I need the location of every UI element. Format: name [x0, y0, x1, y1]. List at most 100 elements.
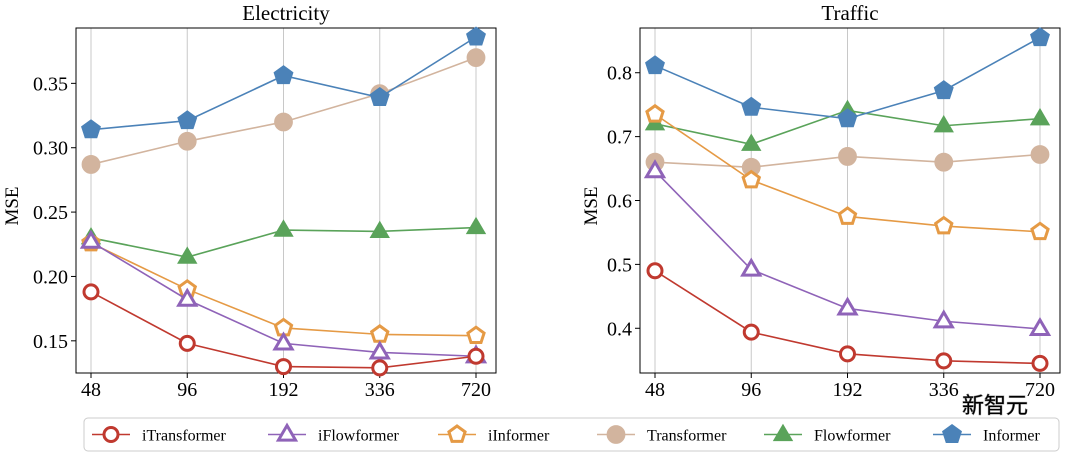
data-point-informer — [466, 26, 486, 46]
data-point-informer — [369, 87, 390, 107]
series-iinformer — [645, 103, 1050, 241]
data-point-informer — [177, 110, 198, 130]
data-point-iflowformer — [1028, 316, 1052, 336]
x-tick-label: 192 — [269, 379, 299, 401]
data-point-itransformer — [742, 323, 760, 341]
legend-marker-iinformer — [447, 424, 467, 443]
data-point-itransformer — [82, 283, 100, 301]
data-point-flowformer — [741, 133, 762, 151]
watermark: 新智元 — [962, 393, 1028, 418]
y-tick-label: 0.7 — [607, 127, 632, 149]
data-point-iflowformer — [740, 257, 763, 277]
data-point-iinformer — [645, 103, 665, 123]
x-tick-label: 336 — [929, 379, 959, 401]
data-point-transformer — [1030, 145, 1050, 164]
data-point-flowformer — [465, 216, 487, 235]
y-axis-label: MSE — [581, 186, 602, 225]
y-tick-label: 0.35 — [33, 73, 68, 95]
legend-item-transformer: Transformer — [597, 425, 727, 445]
series-transformer — [81, 48, 486, 174]
data-point-flowformer — [933, 114, 954, 133]
data-point-itransformer — [275, 358, 292, 376]
y-tick-label: 0.8 — [607, 63, 632, 85]
data-point-transformer — [274, 112, 293, 132]
data-point-itransformer — [646, 262, 664, 280]
chart-title: Electricity — [242, 1, 330, 25]
legend-label: Informer — [983, 428, 1041, 445]
legend-marker-flowformer — [772, 423, 794, 442]
y-axis-label: MSE — [2, 186, 23, 225]
data-point-flowformer — [1029, 107, 1051, 126]
legend-item-iflowformer: iFlowformer — [268, 422, 400, 445]
data-point-transformer — [934, 152, 954, 172]
data-point-informer — [837, 108, 858, 128]
legend-label: Flowformer — [814, 428, 891, 445]
data-point-informer — [933, 80, 954, 100]
data-point-iinformer — [369, 324, 390, 343]
axes-frame — [639, 27, 1061, 374]
data-point-iflowformer — [368, 340, 391, 360]
data-point-iflowformer — [932, 309, 955, 329]
data-point-itransformer — [178, 334, 196, 352]
y-tick-label: 0.20 — [33, 266, 68, 288]
x-tick-label: 336 — [365, 379, 395, 401]
y-tick-label: 0.25 — [33, 202, 68, 224]
data-point-iinformer — [741, 169, 762, 189]
data-point-flowformer — [369, 220, 390, 238]
y-tick-label: 0.30 — [33, 138, 68, 160]
legend-item-iinformer: iInformer — [438, 424, 550, 445]
electricity-panel: Electricity 0.15 0.20 0.25 0.30 0.35 48 96 192 33… — [2, 1, 497, 401]
data-point-iflowformer — [79, 229, 103, 249]
x-tick-label: 720 — [1025, 379, 1055, 401]
data-point-iinformer — [837, 206, 858, 225]
data-point-transformer — [838, 147, 857, 166]
chart-title: Traffic — [821, 1, 878, 25]
legend-marker-iflowformer — [275, 422, 299, 442]
x-tick-label: 96 — [741, 379, 761, 401]
legend-label: iTransformer — [142, 428, 227, 445]
data-point-transformer — [466, 48, 486, 68]
data-point-itransformer — [935, 352, 953, 370]
legend-box — [83, 417, 1060, 452]
legend-item-itransformer: iTransformer — [92, 426, 227, 445]
legend-label: iFlowformer — [318, 428, 400, 445]
x-tick-label: 48 — [81, 379, 101, 401]
data-point-iflowformer — [176, 287, 199, 307]
data-point-itransformer — [1031, 354, 1049, 372]
y-tick-label: 0.5 — [607, 254, 632, 276]
legend-marker-transformer — [606, 425, 626, 444]
legend-label: Transformer — [647, 428, 727, 445]
data-point-iflowformer — [643, 159, 667, 179]
legend-item-flowformer: Flowformer — [764, 423, 891, 445]
data-point-flowformer — [273, 219, 294, 237]
series-informer — [81, 26, 486, 139]
data-point-iinformer — [1030, 221, 1050, 241]
data-point-informer — [741, 96, 762, 116]
legend-marker-informer — [942, 424, 962, 443]
data-point-iinformer — [466, 325, 486, 345]
x-tick-label: 720 — [461, 379, 491, 401]
data-point-informer — [81, 119, 101, 139]
x-tick-label: 192 — [833, 379, 863, 401]
data-point-itransformer — [839, 345, 856, 363]
data-point-informer — [1030, 27, 1050, 47]
x-tick-label: 96 — [177, 379, 197, 401]
data-point-flowformer — [177, 246, 198, 264]
data-point-iinformer — [933, 215, 954, 235]
data-point-itransformer — [467, 347, 485, 365]
data-point-informer — [273, 65, 294, 85]
y-tick-label: 0.4 — [607, 318, 632, 340]
y-tick-label: 0.15 — [33, 331, 68, 353]
series-iflowformer — [643, 159, 1052, 336]
legend-marker-itransformer — [102, 426, 120, 443]
data-point-transformer — [81, 155, 101, 174]
series-informer — [645, 27, 1050, 128]
legend: iTransformer iFlowformer iInformer Transfor… — [83, 417, 1060, 452]
data-point-iflowformer — [272, 331, 295, 351]
data-point-informer — [645, 55, 665, 75]
y-tick-label: 0.6 — [607, 191, 632, 213]
legend-item-informer: Informer — [933, 424, 1041, 445]
series-itransformer — [82, 283, 485, 377]
series-itransformer — [646, 262, 1049, 372]
